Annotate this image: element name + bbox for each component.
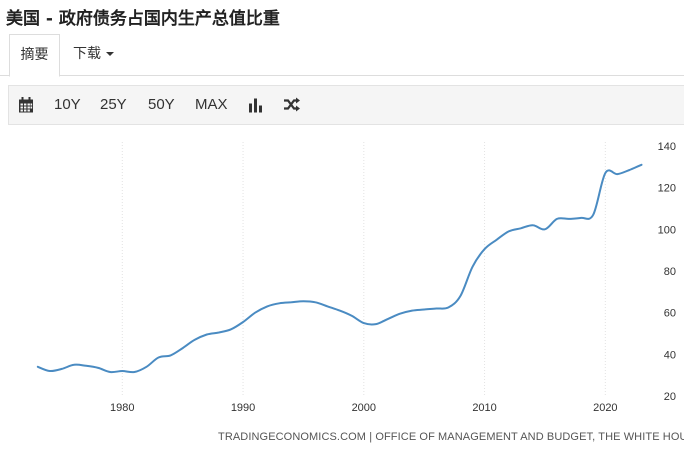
y-tick-label: 60: [664, 308, 676, 320]
range-max-button[interactable]: MAX: [195, 96, 228, 113]
shuffle-icon[interactable]: [283, 96, 301, 114]
x-tick-label: 1990: [231, 402, 255, 414]
x-tick-label: 1980: [110, 402, 134, 414]
y-tick-label: 20: [664, 391, 676, 403]
series-line: [36, 163, 643, 374]
y-tick-label: 120: [658, 183, 676, 195]
range-50y-button[interactable]: 50Y: [148, 96, 175, 113]
y-tick-label: 80: [664, 266, 676, 278]
y-tick-label: 140: [658, 141, 676, 153]
caret-down-icon: [106, 52, 114, 56]
x-tick-label: 2020: [593, 402, 617, 414]
tab-summary[interactable]: 摘要: [9, 34, 60, 77]
source-attribution: TRADINGECONOMICS.COM | OFFICE OF MANAGEM…: [218, 431, 684, 443]
tab-bar: 摘要 下载: [0, 34, 684, 77]
y-tick-label: 100: [658, 224, 676, 236]
x-axis-ticks: 1980 1990 2000 2010 2020: [110, 402, 618, 414]
debt-to-gdp-line-chart: 1980 1990 2000 2010 2020 20 40 60 80 100 120 140: [36, 141, 676, 414]
range-25y-button[interactable]: 25Y: [100, 96, 127, 113]
tab-download[interactable]: 下载: [73, 34, 123, 76]
tab-summary-label: 摘要: [20, 47, 49, 63]
range-10y-button[interactable]: 10Y: [54, 96, 81, 113]
tab-download-label: 下载: [73, 46, 101, 62]
y-tick-label: 40: [664, 349, 676, 361]
page-title: 美国 - 政府债务占国内生产总值比重: [6, 9, 280, 29]
chart-toolbar: 10Y 25Y 50Y MAX: [8, 85, 684, 125]
x-tick-label: 2010: [472, 402, 496, 414]
y-axis-ticks: 20 40 60 80 100 120 140: [658, 141, 676, 403]
x-tick-label: 2000: [352, 402, 376, 414]
bar-chart-icon[interactable]: [248, 96, 264, 114]
calendar-icon[interactable]: [18, 96, 34, 114]
chart-grid: [121, 142, 606, 396]
